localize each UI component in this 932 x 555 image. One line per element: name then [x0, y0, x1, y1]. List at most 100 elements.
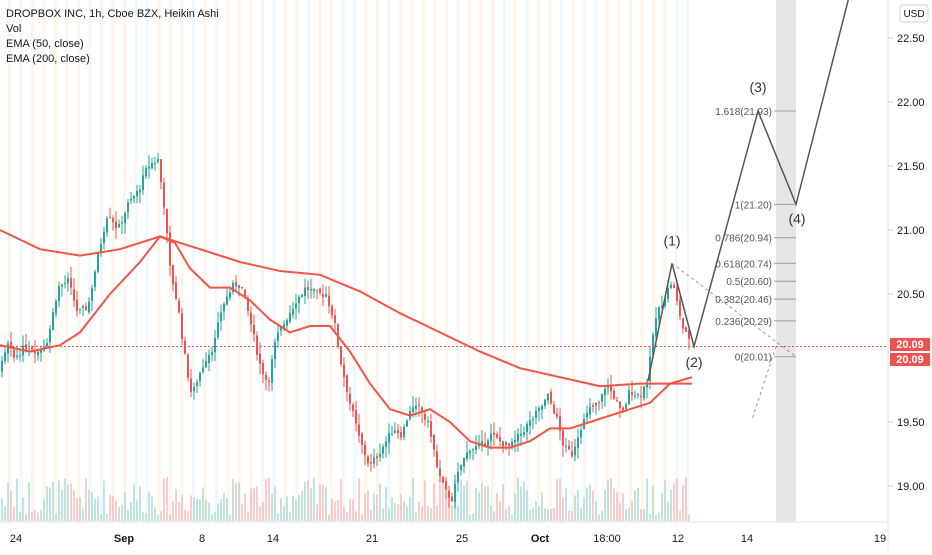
volume-bar — [76, 498, 78, 521]
session-stripe — [295, 0, 299, 522]
volume-bar — [187, 511, 189, 521]
candle-body — [364, 444, 366, 456]
volume-bar — [322, 484, 324, 521]
volume-bar — [643, 509, 645, 521]
volume-bar — [241, 503, 243, 521]
candle-body — [70, 278, 72, 288]
volume-bar — [262, 502, 264, 521]
candle-body — [529, 420, 531, 426]
session-stripe — [284, 0, 287, 522]
price-axis-ticks[interactable]: 22.50 22.00 21.50 21.00 20.50 19.50 19.00 — [888, 33, 925, 493]
volume-bar — [103, 480, 105, 521]
volume-bars — [1, 477, 690, 521]
candle-body — [118, 224, 120, 228]
candle-body — [463, 457, 465, 467]
candle-body — [439, 468, 441, 477]
candle-body — [424, 414, 426, 420]
fib-label: 0(20.01) — [735, 353, 772, 364]
volume-bar — [61, 489, 63, 521]
volume-bar — [463, 485, 465, 521]
session-stripe — [261, 0, 264, 522]
volume-bar — [157, 515, 159, 521]
volume-bar — [193, 497, 195, 521]
volume-bar — [589, 484, 591, 521]
candle-body — [319, 288, 321, 293]
volume-bar — [343, 506, 345, 521]
volume-bar — [649, 514, 651, 521]
candle-body — [541, 406, 543, 410]
volume-bar — [280, 498, 282, 521]
symbol-title[interactable]: DROPBOX INC, 1h, Cboe BZX, Heikin Ashi — [6, 8, 219, 20]
fib-label: 0.5(20.60) — [726, 277, 772, 288]
volume-bar — [481, 482, 483, 521]
time-axis-ticks[interactable]: 24 Sep 8 14 21 25 Oct 18:00 12 14 19 — [10, 533, 886, 545]
volume-bar — [484, 486, 486, 521]
candle-body — [484, 443, 486, 445]
session-stripe — [100, 0, 103, 522]
volume-bar — [163, 478, 165, 521]
indicator-ema-200[interactable]: EMA (200, close) — [6, 53, 90, 65]
volume-bar — [181, 494, 183, 521]
candle-body — [1, 360, 3, 372]
candle-body — [685, 327, 687, 332]
volume-bar — [70, 483, 72, 521]
volume-bar — [286, 496, 288, 521]
candle-body — [586, 412, 588, 418]
volume-bar — [58, 480, 60, 521]
candle-body — [442, 476, 444, 483]
volume-bar — [457, 506, 459, 521]
volume-bar — [106, 513, 108, 521]
candle-body — [217, 322, 219, 337]
candle-body — [502, 441, 504, 447]
volume-bar — [301, 490, 303, 521]
volume-bar — [7, 482, 9, 521]
volume-bar — [142, 511, 144, 521]
volume-bar — [583, 497, 585, 521]
volume-bar — [55, 513, 57, 521]
volume-bar — [169, 514, 171, 521]
time-tick-label: 25 — [456, 533, 468, 545]
candle-body — [19, 355, 21, 357]
volume-bar — [292, 495, 294, 521]
candle-body — [208, 354, 210, 363]
candle-body — [664, 298, 666, 307]
candle-body — [340, 346, 342, 365]
volume-bar — [139, 486, 141, 521]
session-highlights — [8, 0, 690, 522]
session-stripe — [629, 0, 632, 522]
volume-bar — [598, 514, 600, 521]
volume-bar — [331, 498, 333, 521]
candle-body — [331, 305, 333, 316]
time-tick-label: 14 — [267, 533, 279, 545]
session-stripe — [42, 0, 46, 522]
candle-body — [328, 295, 330, 307]
volume-bar — [655, 514, 657, 521]
volume-bar — [73, 490, 75, 521]
volume-bar — [508, 505, 510, 521]
volume-bar — [133, 483, 135, 521]
indicator-volume[interactable]: Vol — [6, 23, 22, 35]
candle-body — [265, 375, 267, 380]
volume-bar — [316, 504, 318, 521]
price-tick-label: 19.00 — [897, 481, 925, 493]
candle-body — [100, 244, 102, 253]
candle-body — [289, 313, 291, 322]
wave-retrace-dashed — [671, 262, 797, 358]
indicator-ema-50[interactable]: EMA (50, close) — [6, 38, 84, 50]
candle-body — [205, 361, 207, 368]
currency-badge[interactable] — [899, 4, 929, 23]
candles — [1, 153, 690, 509]
candle-body — [76, 299, 78, 311]
session-stripe — [675, 0, 678, 522]
session-stripe — [548, 0, 552, 522]
volume-bar — [226, 498, 228, 521]
session-stripe — [583, 0, 586, 522]
volume-bar — [658, 512, 660, 521]
volume-bar — [493, 511, 495, 521]
candle-body — [127, 202, 129, 213]
volume-bar — [652, 485, 654, 521]
candle-body — [367, 456, 369, 464]
candle-body — [238, 285, 240, 288]
